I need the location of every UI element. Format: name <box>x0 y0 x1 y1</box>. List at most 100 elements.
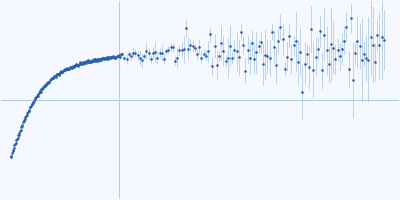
Point <box>90 60 96 63</box>
Point <box>124 57 130 61</box>
Point <box>172 59 178 62</box>
Point <box>57 71 64 74</box>
Point <box>55 73 61 76</box>
Point <box>26 108 32 111</box>
Point <box>38 90 44 93</box>
Point <box>354 40 361 43</box>
Point <box>10 149 16 152</box>
Point <box>295 61 301 64</box>
Point <box>36 90 43 93</box>
Point <box>19 124 26 127</box>
Point <box>192 46 198 49</box>
Point <box>102 56 108 60</box>
Point <box>308 28 314 31</box>
Point <box>70 65 76 68</box>
Point <box>302 62 308 65</box>
Point <box>92 59 98 62</box>
Point <box>79 62 86 66</box>
Point <box>128 54 134 58</box>
Point <box>32 96 38 99</box>
Point <box>381 38 387 41</box>
Point <box>12 142 18 146</box>
Point <box>66 66 73 69</box>
Point <box>170 45 176 49</box>
Point <box>58 69 64 73</box>
Point <box>29 103 36 106</box>
Point <box>80 60 86 64</box>
Point <box>343 25 350 28</box>
Point <box>277 25 284 28</box>
Point <box>17 129 23 133</box>
Point <box>207 33 213 36</box>
Point <box>8 156 14 159</box>
Point <box>114 55 120 58</box>
Point <box>339 47 345 50</box>
Point <box>71 65 77 68</box>
Point <box>106 55 113 59</box>
Point <box>372 60 378 63</box>
Point <box>253 51 260 54</box>
Point <box>28 105 34 108</box>
Point <box>69 66 75 69</box>
Point <box>102 57 108 60</box>
Point <box>196 45 202 48</box>
Point <box>9 149 16 152</box>
Point <box>282 67 288 70</box>
Point <box>249 41 255 44</box>
Point <box>37 89 44 92</box>
Point <box>46 81 52 84</box>
Point <box>202 54 209 57</box>
Point <box>30 101 37 104</box>
Point <box>19 125 25 128</box>
Point <box>290 44 297 47</box>
Point <box>62 68 69 71</box>
Point <box>95 58 102 61</box>
Point <box>64 68 70 71</box>
Point <box>44 81 50 84</box>
Point <box>53 76 59 79</box>
Point <box>350 79 356 82</box>
Point <box>145 52 152 55</box>
Point <box>293 40 299 43</box>
Point <box>13 139 20 142</box>
Point <box>65 67 71 70</box>
Point <box>48 77 54 80</box>
Point <box>346 68 352 71</box>
Point <box>110 55 116 58</box>
Point <box>21 118 28 121</box>
Point <box>87 61 94 64</box>
Point <box>111 56 117 59</box>
Point <box>306 65 312 69</box>
Point <box>100 57 107 60</box>
Point <box>112 56 118 59</box>
Point <box>50 75 57 79</box>
Point <box>260 62 266 65</box>
Point <box>72 64 78 67</box>
Point <box>82 60 89 63</box>
Point <box>60 68 67 72</box>
Point <box>211 45 218 48</box>
Point <box>227 44 233 47</box>
Point <box>251 58 257 61</box>
Point <box>156 51 163 54</box>
Point <box>87 60 93 63</box>
Point <box>233 49 240 53</box>
Point <box>132 52 139 55</box>
Point <box>97 58 104 62</box>
Point <box>50 77 56 80</box>
Point <box>89 60 95 63</box>
Point <box>8 154 14 157</box>
Point <box>365 58 372 62</box>
Point <box>88 59 94 62</box>
Point <box>73 62 79 66</box>
Point <box>121 57 128 60</box>
Point <box>205 50 211 53</box>
Point <box>330 46 336 49</box>
Point <box>378 35 385 38</box>
Point <box>34 94 41 97</box>
Point <box>304 52 310 56</box>
Point <box>41 84 47 87</box>
Point <box>84 60 90 63</box>
Point <box>368 35 374 38</box>
Point <box>68 66 74 69</box>
